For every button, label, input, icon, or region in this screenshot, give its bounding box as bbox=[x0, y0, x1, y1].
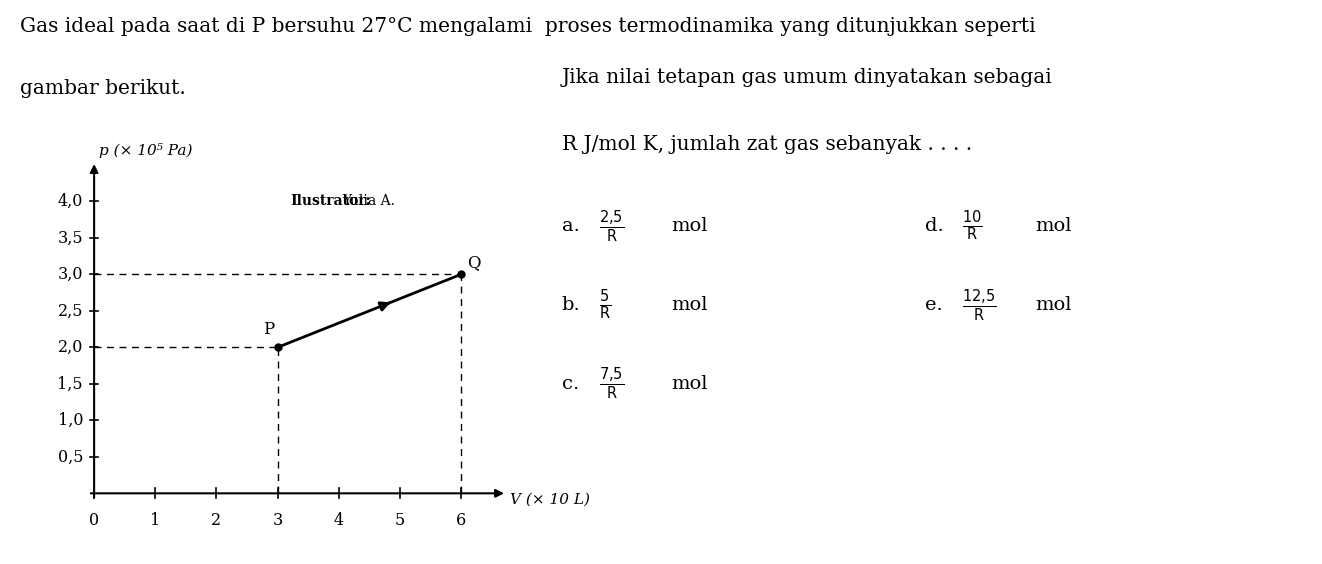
Text: Yulia A.: Yulia A. bbox=[342, 195, 395, 208]
Text: $\frac{\mathrm{12{,}5}}{\mathrm{R}}$: $\frac{\mathrm{12{,}5}}{\mathrm{R}}$ bbox=[962, 287, 997, 323]
Text: mol: mol bbox=[672, 296, 709, 314]
Text: 1,5: 1,5 bbox=[57, 376, 83, 393]
Text: d.: d. bbox=[925, 217, 944, 235]
Text: a.: a. bbox=[562, 217, 580, 235]
Text: 6: 6 bbox=[456, 512, 467, 528]
Text: 3,0: 3,0 bbox=[58, 266, 83, 283]
Text: 5: 5 bbox=[395, 512, 405, 528]
Text: Jika nilai tetapan gas umum dinyatakan sebagai: Jika nilai tetapan gas umum dinyatakan s… bbox=[562, 68, 1052, 87]
Text: mol: mol bbox=[1035, 296, 1072, 314]
Text: Q: Q bbox=[467, 254, 481, 271]
Text: b.: b. bbox=[562, 296, 580, 314]
Text: p (× 10⁵ Pa): p (× 10⁵ Pa) bbox=[99, 143, 193, 157]
Text: 1,0: 1,0 bbox=[58, 412, 83, 429]
Text: 1: 1 bbox=[151, 512, 160, 528]
Text: $\frac{\mathrm{10}}{\mathrm{R}}$: $\frac{\mathrm{10}}{\mathrm{R}}$ bbox=[962, 208, 984, 243]
Text: mol: mol bbox=[672, 374, 709, 393]
Text: 4: 4 bbox=[333, 512, 344, 528]
Text: P: P bbox=[263, 321, 275, 338]
Text: 3,5: 3,5 bbox=[57, 230, 83, 246]
Text: Ilustrator:: Ilustrator: bbox=[290, 195, 370, 208]
Text: mol: mol bbox=[1035, 217, 1072, 235]
Text: Gas ideal pada saat di P bersuhu 27°C mengalami  proses termodinamika yang ditun: Gas ideal pada saat di P bersuhu 27°C me… bbox=[20, 17, 1035, 36]
Text: 2: 2 bbox=[212, 512, 222, 528]
Text: gambar berikut.: gambar berikut. bbox=[20, 79, 185, 98]
Text: 2,5: 2,5 bbox=[58, 302, 83, 319]
Text: 2,0: 2,0 bbox=[58, 339, 83, 356]
Text: c.: c. bbox=[562, 374, 579, 393]
Text: mol: mol bbox=[672, 217, 709, 235]
Text: 0: 0 bbox=[89, 512, 99, 528]
Text: $\frac{\mathrm{7{,}5}}{\mathrm{R}}$: $\frac{\mathrm{7{,}5}}{\mathrm{R}}$ bbox=[599, 365, 624, 402]
Text: 0,5: 0,5 bbox=[58, 448, 83, 465]
Text: V (× 10 L): V (× 10 L) bbox=[510, 492, 590, 506]
Text: $\frac{\mathrm{2{,}5}}{\mathrm{R}}$: $\frac{\mathrm{2{,}5}}{\mathrm{R}}$ bbox=[599, 208, 624, 244]
Text: R J/mol K, jumlah zat gas sebanyak . . . .: R J/mol K, jumlah zat gas sebanyak . . .… bbox=[562, 135, 972, 155]
Text: e.: e. bbox=[925, 296, 943, 314]
Text: 3: 3 bbox=[272, 512, 283, 528]
Text: 4,0: 4,0 bbox=[58, 193, 83, 210]
Text: $\frac{\mathrm{5}}{\mathrm{R}}$: $\frac{\mathrm{5}}{\mathrm{R}}$ bbox=[599, 287, 611, 322]
